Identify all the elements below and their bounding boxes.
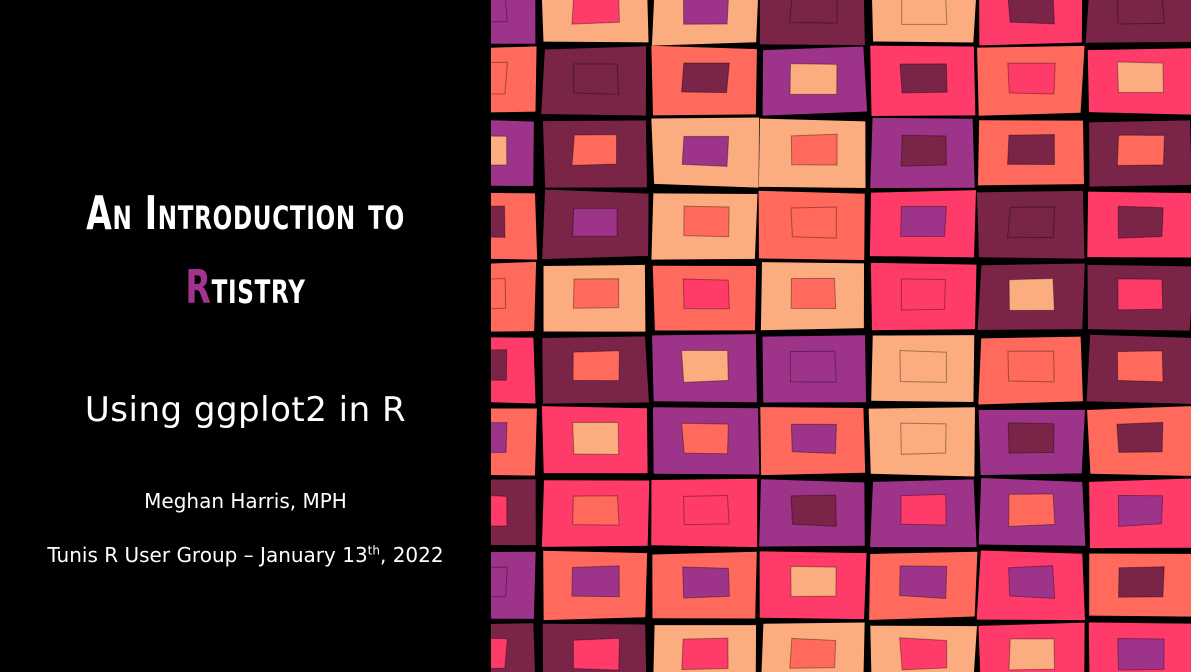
art-tile-inner-square xyxy=(491,135,508,166)
art-tile-inner-square xyxy=(572,421,620,455)
art-tile-inner-square xyxy=(900,205,947,238)
art-tile-inner-square xyxy=(789,350,837,383)
art-tile-inner-square xyxy=(899,565,948,599)
art-tile-inner-square xyxy=(681,349,729,383)
slide-title-accent-letter: R xyxy=(185,260,212,314)
art-tile-inner-square xyxy=(1007,62,1056,95)
art-tile-inner-square xyxy=(572,637,620,671)
event-prefix: Tunis R User Group – January 13 xyxy=(47,543,368,567)
art-tile-inner-square xyxy=(1116,350,1164,383)
art-tile-inner-square xyxy=(572,278,620,309)
event-info: Tunis R User Group – January 13th, 2022 xyxy=(0,543,491,567)
slide-title: An Introduction to Rtistry xyxy=(69,176,423,324)
art-tile-inner-square xyxy=(681,422,729,455)
art-tile-inner-square xyxy=(1008,278,1055,311)
art-tile-inner-square xyxy=(789,0,838,24)
art-tile-inner-square xyxy=(572,207,618,237)
art-tile-inner-square xyxy=(491,0,508,23)
art-tile-inner-square xyxy=(901,0,948,25)
art-tile-inner-square xyxy=(683,205,730,238)
art-tile-inner-square xyxy=(571,565,620,598)
art-tile-inner-square xyxy=(1007,134,1055,165)
title-panel: An Introduction to Rtistry Using ggplot2… xyxy=(0,0,491,672)
art-tile-inner-square xyxy=(1117,0,1165,25)
art-tile-inner-square xyxy=(491,422,508,454)
art-tile-inner-square xyxy=(900,278,946,311)
art-tile-inner-square xyxy=(572,495,620,526)
art-tile-inner-square xyxy=(789,63,838,95)
art-tile-inner-square xyxy=(573,63,620,95)
art-tile-inner-square xyxy=(491,205,506,238)
art-tile-inner-square xyxy=(681,135,730,167)
art-tile-inner-square xyxy=(1117,205,1164,239)
art-tile-inner-square xyxy=(790,423,837,454)
art-tile-inner-square xyxy=(899,63,948,94)
art-tile-inner-square xyxy=(682,494,730,526)
art-tile-inner-square xyxy=(1117,494,1164,527)
art-tile-inner-square xyxy=(491,349,508,381)
art-tile-inner-square xyxy=(1007,422,1055,454)
art-tile-inner-square xyxy=(680,62,730,94)
art-tile xyxy=(491,479,536,546)
slide-title-line2: Rtistry xyxy=(69,250,423,324)
art-tile-inner-square xyxy=(1007,350,1055,383)
art-tile-inner-square xyxy=(790,206,837,239)
slide-title-line1: An Introduction to xyxy=(86,186,405,240)
art-tile-inner-square xyxy=(899,350,947,383)
art-tile-inner-square xyxy=(1117,637,1165,671)
art-tile-inner-square xyxy=(1118,566,1165,598)
art-tile-inner-square xyxy=(1116,134,1165,167)
art-tile-inner-square xyxy=(571,0,620,25)
art-tile-inner-square xyxy=(790,494,837,527)
art-tile-inner-square xyxy=(1007,0,1055,25)
slide-subtitle: Using ggplot2 in R xyxy=(84,390,407,430)
author-name: Meghan Harris, MPH xyxy=(144,489,347,513)
event-superscript: th xyxy=(367,543,380,558)
art-tile-inner-square xyxy=(1008,638,1056,671)
event-suffix: , 2022 xyxy=(379,543,444,567)
art-tile-inner-square xyxy=(789,637,837,669)
art-tile-inner-square xyxy=(900,493,947,526)
art-tile-inner-square xyxy=(1008,565,1056,599)
art-tile-inner-square xyxy=(1116,61,1164,94)
art-tile-inner-square xyxy=(682,566,730,599)
art-tile-inner-square xyxy=(1008,493,1056,527)
art-tile-inner-square xyxy=(571,134,618,166)
art-tile-inner-square xyxy=(681,637,729,671)
art-tile-inner-square xyxy=(491,566,508,598)
generative-art-grid xyxy=(491,0,1191,672)
slide-title-line2-rest: tistry xyxy=(211,260,306,314)
art-tile-inner-square xyxy=(682,0,729,25)
art-tile-inner-square xyxy=(682,278,730,310)
art-tile-inner-square xyxy=(572,350,620,382)
art-tile-inner-square xyxy=(491,61,508,95)
art-tile-inner-square xyxy=(491,637,508,670)
art-tile-inner-square xyxy=(900,134,947,167)
art-tile-inner-square xyxy=(491,277,507,310)
art-tile-inner-square xyxy=(1007,206,1055,239)
art-tile-inner-square xyxy=(790,277,837,310)
art-tile-inner-square xyxy=(790,565,837,598)
art-tile-inner-square xyxy=(1117,278,1164,311)
art-tile-inner-square xyxy=(1116,421,1164,453)
art-tile-inner-square xyxy=(790,133,838,166)
art-tile-inner-square xyxy=(900,422,947,455)
art-tile-inner-square xyxy=(491,495,508,527)
art-tile-inner-square xyxy=(899,637,948,671)
